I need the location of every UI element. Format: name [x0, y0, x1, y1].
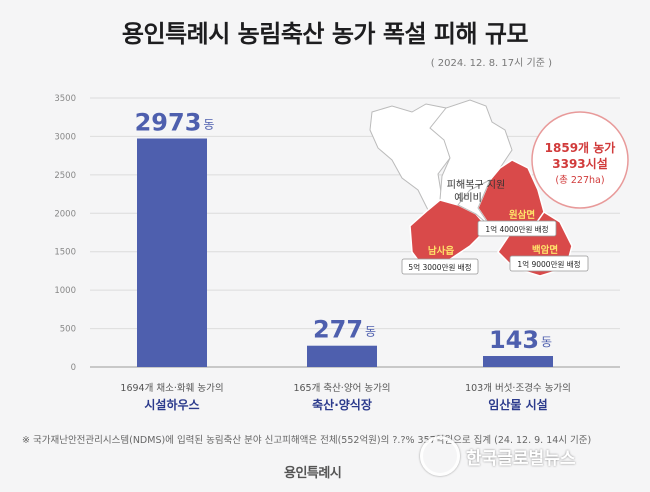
region-budget-wonsam — [477, 220, 557, 237]
region-name-namsa: 남사읍 — [428, 245, 454, 257]
map-center-south — [457, 178, 491, 227]
map-total-line1: 1859개 농가 — [545, 140, 616, 155]
bar-unit-label-0: 동 — [203, 118, 214, 132]
bar-value-label-1: 277 — [313, 316, 363, 344]
category-label-1: 축산·양식장 — [312, 397, 372, 412]
bar-0 — [137, 138, 207, 367]
region-budget-baegam — [509, 255, 589, 272]
region-budget-wonsam-text: 1억 4000만원 배정 — [485, 224, 548, 234]
city-logo: 용인특례시 — [284, 466, 342, 481]
support-center-line1: 피해복구 지원 — [447, 178, 505, 191]
region-budget-namsa-text: 5억 3000만원 배정 — [408, 262, 471, 272]
bar-1 — [307, 345, 377, 367]
y-tick-label-1500: 1500 — [54, 248, 76, 258]
y-tick-label-500: 500 — [60, 325, 76, 335]
bar-unit-label-1: 동 — [365, 325, 376, 339]
category-sublabel-1: 165개 축산·양어 농가의 — [293, 383, 390, 394]
category-label-0: 시설하우스 — [144, 397, 199, 412]
region-name-wonsam: 원삼면 — [509, 209, 535, 221]
support-center-line2: 예비비 — [454, 192, 482, 204]
map-total-line2: 3393시설 — [552, 156, 607, 171]
y-tick-label-3500: 3500 — [54, 94, 76, 104]
region-budget-baegam-text: 1억 9000만원 배정 — [517, 259, 580, 269]
y-tick-label-2500: 2500 — [54, 171, 76, 181]
category-sublabel-0: 1694개 채소·화훼 농가의 — [120, 383, 223, 394]
footnote: ※ 국가재난안전관리시스템(NDMS)에 입력된 농림축산 분야 신고피해액은 … — [22, 435, 592, 446]
date-note: ( 2024. 12. 8. 17시 기준 ) — [430, 58, 552, 69]
y-tick-label-3000: 3000 — [54, 132, 76, 142]
bar-unit-label-2: 동 — [541, 335, 552, 349]
map-total-line3: (총 227ha) — [555, 175, 604, 186]
bar-value-label-0: 2973 — [135, 109, 202, 137]
globe-icon — [420, 436, 460, 476]
bar-2 — [483, 356, 553, 367]
y-tick-label-2000: 2000 — [54, 209, 76, 219]
page-title: 용인특례시 농림축산 농가 폭설 피해 규모 — [121, 20, 529, 48]
category-label-2: 임산물 시설 — [488, 397, 547, 412]
map-total-circle — [531, 111, 629, 209]
bar-value-label-2: 143 — [489, 326, 539, 354]
category-sublabel-2: 103개 버섯·조경수 농가의 — [465, 382, 571, 394]
y-tick-label-1000: 1000 — [54, 286, 76, 296]
news-watermark: 한국글로벌뉴스 — [420, 436, 575, 476]
region-name-baegam: 백암면 — [532, 244, 558, 256]
region-budget-namsa — [401, 258, 479, 275]
watermark-text: 한국글로벌뉴스 — [466, 448, 576, 469]
y-tick-label-0: 0 — [71, 363, 76, 373]
